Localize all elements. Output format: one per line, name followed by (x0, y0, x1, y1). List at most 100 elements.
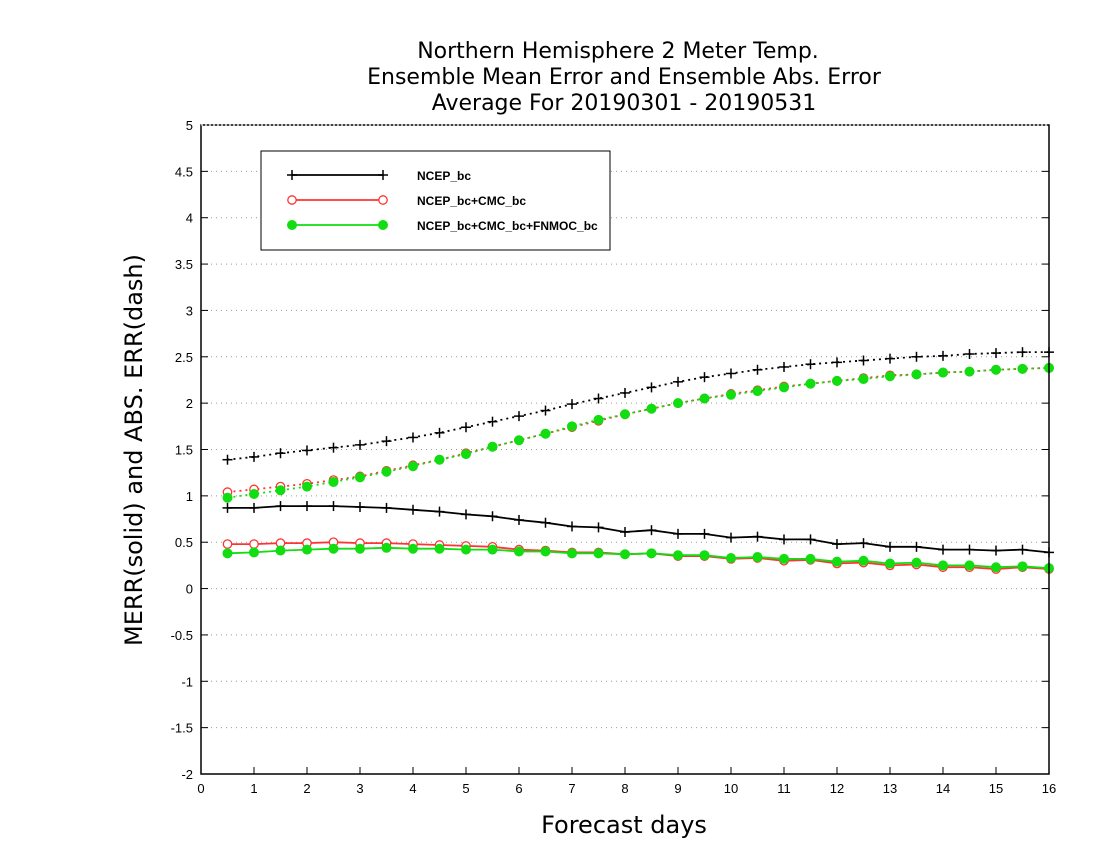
y-tick-label: -1.5 (171, 721, 193, 736)
abs-err-point (222, 492, 233, 503)
merr-point (302, 501, 312, 512)
legend-label: NCEP_bc (417, 169, 471, 183)
x-axis-label: Forecast days (541, 811, 707, 839)
x-tick-label: 16 (1042, 781, 1056, 796)
abs-err-point (301, 481, 312, 492)
abs-err-point (567, 399, 577, 410)
abs-err-point (911, 351, 922, 362)
x-tick-label: 4 (409, 781, 416, 796)
merr-point (673, 550, 684, 561)
legend-marker (378, 195, 388, 205)
abs-err-point (673, 376, 683, 387)
abs-err-point (222, 454, 233, 465)
merr-point (460, 544, 471, 555)
x-tick-label: 8 (621, 781, 628, 796)
merr-line (227, 505, 1050, 554)
abs-err-point (805, 359, 816, 370)
abs-err-point (726, 368, 736, 379)
merr-point (275, 501, 286, 512)
x-tick-label: 3 (356, 781, 363, 796)
merr-point (699, 550, 710, 561)
abs-err-point (858, 355, 869, 366)
merr-point (593, 522, 604, 533)
legend: NCEP_bc NCEP_bc+CMC_bc NCEP_bc+CMC_bc+FNMO… (260, 150, 611, 251)
series-0 (222, 347, 1054, 558)
y-tick-label: 4.5 (175, 164, 193, 179)
abs-err-point (885, 371, 896, 382)
merr-point (1017, 544, 1028, 555)
abs-err-point (938, 350, 948, 361)
x-tick-label: 5 (462, 781, 469, 796)
y-tick-label: 1 (186, 489, 193, 504)
merr-point (646, 548, 657, 559)
merr-point (620, 549, 631, 560)
merr-point (408, 504, 418, 515)
abs-err-point (911, 369, 922, 380)
abs-err-point (275, 448, 286, 459)
merr-point (726, 552, 737, 563)
abs-err-point (434, 454, 445, 465)
abs-err-point (540, 405, 551, 416)
abs-err-point (487, 441, 498, 452)
abs-err-point (381, 466, 392, 477)
abs-err-line (227, 367, 1050, 499)
legend-label: NCEP_bc+CMC_bc+FNMOC_bc (417, 219, 598, 233)
series-2 (222, 362, 1055, 574)
y-axis-label: MERR(solid) and ABS. ERR(dash) (120, 254, 148, 646)
merr-point (832, 556, 843, 567)
abs-err-point (593, 393, 604, 404)
legend-marker (286, 219, 297, 230)
abs-err-point (858, 374, 869, 385)
y-tick-label: 3.5 (175, 257, 193, 272)
abs-err-point (699, 372, 710, 383)
abs-err-point (567, 421, 578, 432)
merr-point (593, 548, 604, 559)
abs-err-point (328, 442, 339, 453)
x-tick-label: 10 (724, 781, 738, 796)
x-tick-label: 15 (989, 781, 1003, 796)
merr-point (938, 544, 948, 555)
merr-point (487, 511, 498, 522)
abs-err-point (248, 489, 259, 500)
abs-err-point (593, 414, 604, 425)
y-tick-label: -1 (181, 674, 193, 689)
abs-err-point (832, 375, 843, 386)
abs-err-point (1017, 347, 1028, 358)
x-tick-label: 7 (568, 781, 575, 796)
merr-point (911, 541, 922, 552)
abs-err-point (460, 449, 471, 460)
y-tick-label: -0.5 (171, 628, 193, 643)
merr-point (222, 548, 233, 559)
x-tick-label: 13 (883, 781, 897, 796)
merr-point (858, 555, 869, 566)
merr-point (858, 538, 869, 549)
legend-marker (287, 170, 297, 180)
y-tick-label: 3 (186, 303, 193, 318)
abs-err-line (227, 351, 1049, 461)
y-tick-label: 4 (186, 211, 193, 226)
merr-point (301, 544, 312, 555)
merr-point (514, 514, 524, 525)
merr-point (1017, 561, 1028, 572)
abs-err-point (752, 386, 763, 397)
y-tick-label: 5 (186, 118, 193, 133)
abs-err-point (408, 432, 418, 443)
abs-err-point (620, 387, 630, 398)
abs-err-point (726, 389, 737, 400)
abs-err-point (938, 367, 949, 378)
merr-point (726, 532, 736, 543)
y-tick-label: 0.5 (175, 535, 193, 550)
merr-point (805, 534, 816, 545)
abs-err-point (779, 361, 789, 372)
abs-err-point (805, 378, 816, 389)
abs-err-point (699, 393, 710, 404)
series-layer (222, 347, 1055, 574)
y-tick-label: 2 (186, 396, 193, 411)
merr-point (805, 553, 816, 564)
abs-err-point (487, 416, 498, 427)
y-tick-label: -2 (181, 767, 193, 782)
merr-point (540, 546, 551, 557)
merr-point (487, 544, 498, 555)
merr-point (381, 502, 392, 513)
merr-point (355, 501, 365, 512)
